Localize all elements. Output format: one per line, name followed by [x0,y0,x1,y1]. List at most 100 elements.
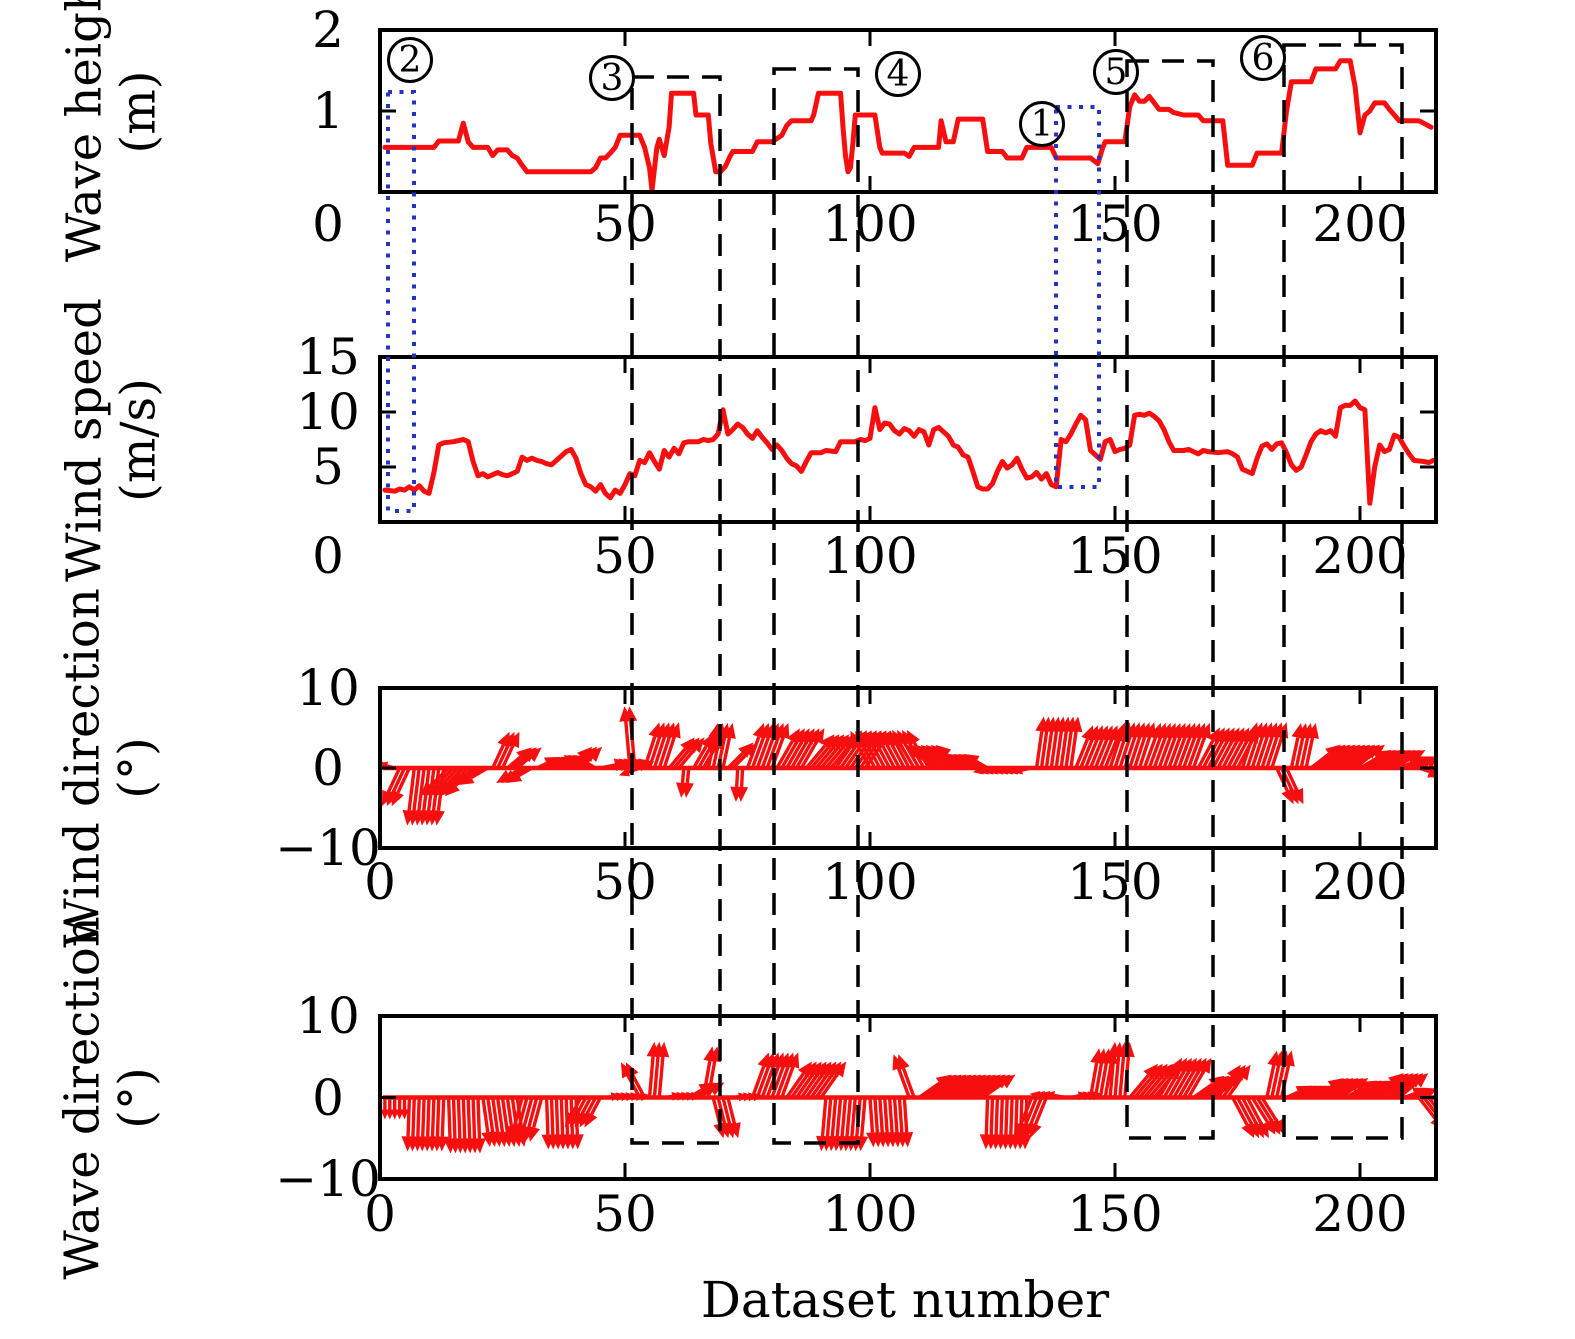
direction-arrow [1324,1085,1343,1099]
direction-arrow [434,766,455,787]
y-axis-title-wave-direction-line1: Wave direction [54,916,111,1280]
direction-arrow [1132,736,1147,769]
direction-arrow [495,1097,505,1133]
direction-arrow [865,743,882,769]
direction-arrow [476,1097,482,1139]
direction-arrow [687,1088,703,1099]
direction-arrow [1142,736,1158,769]
direction-arrow [692,745,708,769]
wind-speed-xtick-label-50: 50 [593,527,657,585]
direction-arrow [962,1081,985,1099]
direction-arrow [721,1097,732,1125]
direction-arrow-head [432,809,445,826]
direction-arrow [662,736,677,769]
direction-arrow-head [897,1054,910,1071]
direction-arrow [883,1097,889,1133]
direction-arrow-head [1445,1115,1459,1131]
direction-arrow [845,1097,853,1137]
direction-arrow [1309,752,1331,770]
direction-arrow [1197,1082,1219,1099]
direction-arrow [1113,736,1127,769]
direction-arrow [1074,738,1089,769]
direction-arrow [1108,1056,1116,1098]
wind-direction-ytick-label-0: 0 [312,739,344,797]
direction-arrow [860,1097,867,1137]
direction-arrow [942,1081,965,1099]
direction-arrow [1226,1076,1244,1099]
direction-arrow-head [368,762,379,771]
direction-arrow [989,1097,995,1135]
direction-arrow [1319,1085,1338,1099]
wind-speed-xtick-label-200: 200 [1312,527,1408,585]
direction-arrow [1187,1069,1206,1099]
direction-arrow [1064,731,1073,769]
direction-arrow [971,1081,995,1099]
direction-arrow [1088,1062,1099,1098]
direction-arrow [1098,738,1114,769]
direction-arrow [855,743,872,769]
direction-arrow [430,1097,436,1137]
direction-arrow [775,740,794,769]
direction-arrow [1084,738,1099,769]
direction-arrow-head [656,1041,670,1058]
wave-height-line [382,58,1434,192]
direction-arrow [809,744,832,770]
direction-arrow [1182,1069,1201,1099]
direction-arrow-head [1425,756,1436,769]
direction-arrow [895,743,911,769]
direction-arrow [1182,736,1197,769]
direction-arrow [1201,739,1220,769]
region-box-dashed-4 [772,67,860,1145]
direction-arrow [396,767,411,794]
direction-arrow [411,1097,416,1137]
direction-arrow [1029,1096,1044,1126]
wind-direction-xtick-label-0: 0 [364,853,396,911]
wind-direction-xtick-label-200: 200 [1312,853,1408,911]
y-axis-title-wind-speed-line1: Wind speed [56,298,113,582]
direction-arrow-head [832,1061,847,1078]
direction-arrow [1299,737,1310,769]
circled-number-1: 1 [1019,101,1065,147]
direction-arrow-head [420,781,436,797]
circled-number-5: 5 [1093,49,1139,95]
direction-arrow-head [1198,1057,1212,1074]
region-box-dotted-2 [386,90,416,513]
direction-arrow-head [668,722,681,739]
direction-arrow [1172,1069,1191,1099]
direction-arrow [1044,731,1054,769]
direction-arrow [922,1081,946,1099]
direction-arrow [685,767,691,784]
direction-arrow [1388,1081,1409,1099]
direction-arrow [697,745,713,769]
direction-arrow [1069,731,1078,769]
direction-arrow [1265,736,1279,769]
direction-arrow-head [391,789,404,807]
direction-arrow-head [458,771,475,785]
direction-arrow-head [1291,787,1304,805]
direction-arrow [1216,739,1234,769]
direction-arrow [878,1097,884,1133]
direction-arrow [765,736,780,769]
direction-arrow-head [690,737,705,753]
y-axis-title-wind-direction-line1: Wind direction [54,588,111,948]
circled-number-2: 2 [387,37,433,83]
y-axis-title-wave-height: Wave height (m) [56,0,166,262]
direction-arrow-head [1440,1115,1454,1131]
direction-arrow [1413,760,1429,770]
direction-arrow [1422,1096,1436,1117]
direction-arrow-head [1306,723,1319,739]
direction-arrow [1231,1096,1249,1126]
direction-arrow [1319,752,1340,770]
y-axis-title-wave-direction-line2: (°) [108,1067,164,1129]
wave-height-panel [378,28,1438,194]
direction-arrow [491,744,505,769]
direction-arrow [1324,752,1345,770]
direction-arrow-head [1012,765,1023,775]
wind-direction-series [368,706,1436,826]
direction-arrow [451,1097,457,1139]
direction-arrow [647,1056,655,1098]
direction-arrow [780,1065,795,1099]
direction-arrow [1128,736,1142,769]
wind-speed-panel [378,355,1438,524]
y-axis-title-wind-speed: Wind speed (m/s) [56,298,166,582]
